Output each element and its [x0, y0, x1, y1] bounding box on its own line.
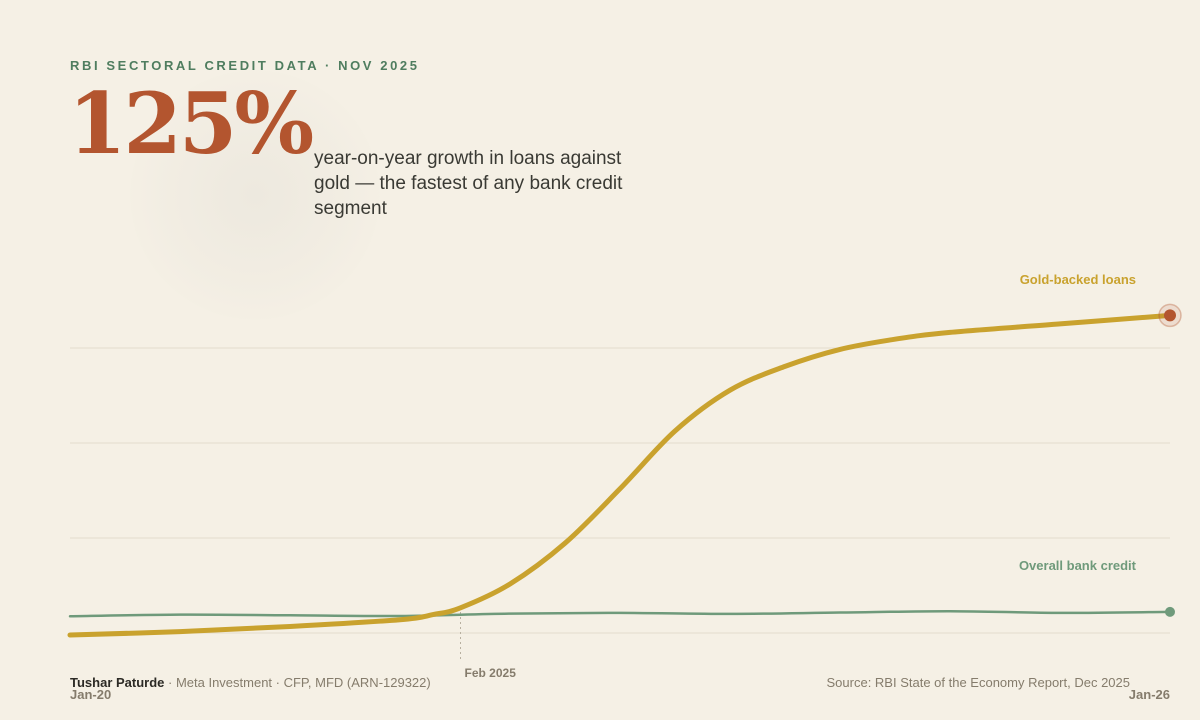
author-credit: Tushar Paturde · Meta Investment · CFP, …	[70, 675, 431, 690]
x-tick-label-end: Jan-26	[1129, 687, 1170, 702]
author-name: Tushar Paturde	[70, 675, 165, 690]
series-line-overall-bank-credit	[68, 609, 1172, 618]
headline-stat: 125%	[68, 74, 314, 173]
series-line-gold-backed-loans	[67, 312, 1173, 638]
endpoint-dot-gold-backed-loans	[1164, 309, 1176, 322]
headline-subtitle: year-on-year growth in loans against gol…	[314, 148, 623, 219]
series-label-overall-bank-credit: Overall bank credit	[1019, 558, 1137, 573]
x-tick-label-start: Jan-20	[70, 687, 111, 702]
background-glow	[130, 70, 380, 320]
eyebrow-label: RBI SECTORAL CREDIT DATA · NOV 2025	[70, 58, 420, 73]
source-note: Source: RBI State of the Economy Report,…	[826, 675, 1131, 690]
author-credentials: · Meta Investment · CFP, MFD (ARN-129322…	[164, 675, 431, 690]
endpoint-dot-overall-bank-credit	[1165, 606, 1175, 617]
series-label-gold-backed-loans: Gold-backed loans	[1020, 272, 1136, 287]
annotation-label: Feb 2025	[465, 666, 517, 680]
